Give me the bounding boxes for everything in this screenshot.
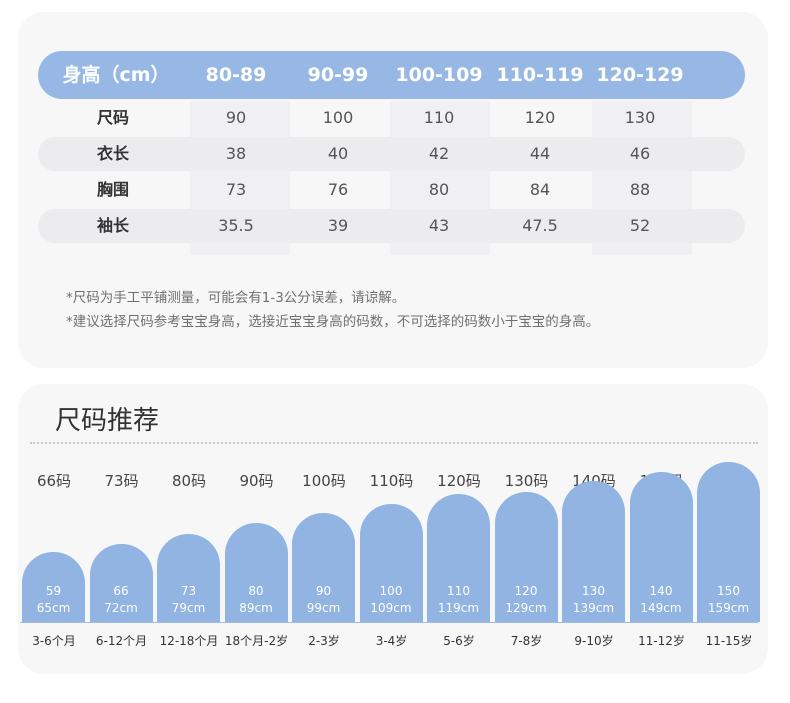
size-bar: 150 159cm xyxy=(697,462,760,622)
size-number: 59 xyxy=(45,584,62,598)
height-value: 72cm xyxy=(104,601,138,615)
size-number: 66 xyxy=(113,584,129,598)
height-value: 139cm xyxy=(572,601,615,615)
row-label: 袖长 xyxy=(96,216,129,235)
table-cell: 39 xyxy=(327,216,349,235)
size-label: 66码 xyxy=(36,472,72,490)
size-label: 90码 xyxy=(239,472,274,490)
size-label: 80码 xyxy=(171,472,207,490)
header-range: 100-109 xyxy=(395,64,483,86)
table-cell: 73 xyxy=(225,180,247,199)
dotted-divider xyxy=(30,442,758,444)
note-measure: *尺码为手工平铺测量，可能会有1-3公分误差，请谅解。 xyxy=(66,290,406,306)
table-cell: 44 xyxy=(529,144,551,163)
age-label: 12-18个月 xyxy=(159,634,219,648)
size-label: 100码 xyxy=(302,472,346,490)
size-label: 73码 xyxy=(104,472,139,490)
age-label: 6-12个月 xyxy=(95,634,148,648)
size-bar: 66 72cm xyxy=(89,544,153,622)
note-advice: *建议选择尺码参考宝宝身高，选接近宝宝身高的码数，不可选择的码数小于宝宝的身高。 xyxy=(66,314,600,330)
table-cell: 35.5 xyxy=(218,216,254,235)
size-bar: 90 99cm xyxy=(292,513,355,622)
size-number: 110 xyxy=(447,584,470,598)
row-label: 衣长 xyxy=(96,144,129,163)
table-cell: 100 xyxy=(322,108,354,127)
height-value: 109cm xyxy=(370,601,412,615)
table-cell: 130 xyxy=(624,108,656,127)
row-label: 尺码 xyxy=(96,108,129,127)
size-label: 130码 xyxy=(504,472,549,490)
table-cell: 46 xyxy=(629,144,651,163)
table-row: 袖长 35.5 39 43 47.5 52 xyxy=(38,209,745,243)
header-range: 110-119 xyxy=(496,64,584,86)
table-cell: 88 xyxy=(629,180,651,199)
table-cell: 76 xyxy=(327,180,349,199)
bar-baseline xyxy=(20,622,758,623)
table-cell: 84 xyxy=(529,180,551,199)
size-bar: 59 65cm xyxy=(22,552,85,622)
height-value: 65cm xyxy=(36,601,71,615)
size-number: 150 xyxy=(717,584,740,598)
age-label: 11-15岁 xyxy=(705,634,753,648)
size-bar: 110 119cm xyxy=(427,494,490,622)
size-bar: 73 79cm xyxy=(157,534,220,622)
table-cell: 80 xyxy=(428,180,450,199)
size-number: 130 xyxy=(582,584,605,598)
table-cell: 110 xyxy=(423,108,455,127)
size-number: 80 xyxy=(248,584,264,598)
table-cell: 120 xyxy=(524,108,556,127)
height-value: 89cm xyxy=(239,601,273,615)
size-bar: 120 129cm xyxy=(494,492,558,622)
size-number: 100 xyxy=(379,584,403,598)
age-label: 9-10岁 xyxy=(574,634,614,648)
table-cell: 38 xyxy=(225,144,247,163)
age-label: 18个月-2岁 xyxy=(224,634,289,648)
table-row: 胸围 73 76 80 84 88 xyxy=(38,173,745,207)
height-value: 129cm xyxy=(505,601,547,615)
size-number: 140 xyxy=(649,584,673,598)
size-bar: 80 89cm xyxy=(224,523,288,622)
size-table-header: 身高（cm） 80-89 90-99 100-109 110-119 120-1… xyxy=(38,51,745,99)
size-number: 73 xyxy=(180,584,197,598)
table-cell: 47.5 xyxy=(522,216,558,235)
size-bar: 100 109cm xyxy=(359,504,423,622)
table-cell: 42 xyxy=(428,144,450,163)
age-label: 7-8岁 xyxy=(510,634,543,648)
age-label: 3-6个月 xyxy=(32,634,76,648)
size-label: 110码 xyxy=(369,472,414,490)
table-cell: 90 xyxy=(225,108,247,127)
age-label: 11-12岁 xyxy=(638,634,685,648)
size-bar: 140 149cm xyxy=(629,472,693,622)
size-label: 120码 xyxy=(437,472,481,490)
table-row: 衣长 38 40 42 44 46 xyxy=(38,137,745,171)
size-bar: 130 139cm xyxy=(562,481,625,622)
height-value: 99cm xyxy=(306,601,341,615)
section-title: 尺码推荐 xyxy=(55,406,160,436)
header-range: 120-129 xyxy=(596,64,684,86)
table-cell: 52 xyxy=(629,216,651,235)
size-table-panel: 身高（cm） 80-89 90-99 100-109 110-119 120-1… xyxy=(18,12,768,368)
age-label: 5-6岁 xyxy=(443,634,475,648)
table-cell: 43 xyxy=(428,216,450,235)
height-value: 159cm xyxy=(707,601,750,615)
height-value: 149cm xyxy=(640,601,682,615)
size-recommend-panel: 尺码推荐 66码 59 65cm 3-6个月 73码 66 72cm 6-12个月 80码 73 7… xyxy=(18,384,768,674)
height-value: 119cm xyxy=(437,601,480,615)
header-height-label: 身高（cm） xyxy=(62,64,170,86)
header-range: 80-89 xyxy=(205,64,267,86)
table-cell: 40 xyxy=(327,144,349,163)
height-value: 79cm xyxy=(171,601,206,615)
table-row: 尺码 90 100 110 120 130 xyxy=(38,101,745,135)
age-label: 3-4岁 xyxy=(375,634,408,648)
row-label: 胸围 xyxy=(96,180,129,199)
size-number: 90 xyxy=(315,584,332,598)
size-number: 120 xyxy=(514,584,538,598)
age-label: 2-3岁 xyxy=(308,634,340,648)
header-range: 90-99 xyxy=(307,64,369,86)
